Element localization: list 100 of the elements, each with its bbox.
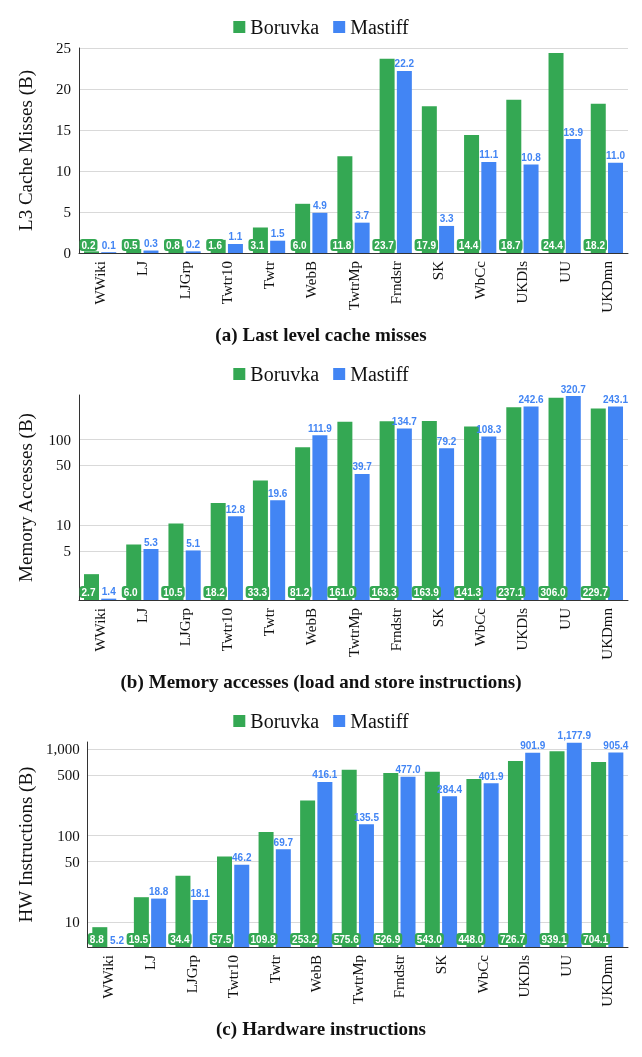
data-label: 11.1: [479, 149, 499, 161]
data-label: 141.3: [456, 586, 482, 598]
data-label: 17.9: [416, 239, 437, 251]
x-tick-label: Twtr10: [225, 955, 242, 999]
y-tick-label: 5: [63, 204, 71, 220]
data-label: 19.6: [267, 487, 288, 499]
data-label: 229.7: [582, 586, 609, 598]
data-label: 3.7: [355, 210, 370, 222]
x-tick-label: Frndstr: [387, 261, 404, 305]
data-label: 306.0: [540, 586, 566, 598]
y-tick-label: 50: [64, 853, 80, 870]
x-tick-label: WWiki: [100, 955, 117, 999]
x-tick-label: UU: [556, 260, 573, 283]
x-tick-label: WbCc: [472, 260, 489, 300]
x-tick-label: SK: [429, 260, 446, 281]
data-label: 5.3: [144, 536, 159, 548]
x-tick-label: WWiki: [92, 608, 109, 652]
x-tick-label: LJGrp: [176, 261, 193, 300]
x-tick-label: UU: [556, 607, 573, 630]
data-label: 39.7: [352, 461, 373, 473]
data-label: 18.2: [585, 239, 606, 251]
x-tick-label: WebB: [303, 261, 320, 299]
data-label: 18.2: [205, 586, 226, 598]
x-tick-label: UKDls: [514, 260, 531, 304]
data-label: 1,177.9: [557, 730, 592, 742]
y-axis-title: L3 Cache Misses (B): [15, 70, 37, 231]
data-label: 81.2: [289, 586, 310, 598]
x-tick-label: WbCc: [474, 954, 491, 994]
data-label: 1.5: [270, 228, 286, 240]
legend-label: Boruvka: [250, 710, 320, 732]
x-tick-label: SK: [432, 954, 449, 975]
data-label: 19.5: [128, 933, 149, 945]
data-label: 18.8: [148, 886, 169, 898]
data-label: 3.3: [439, 213, 454, 225]
data-label: 10.5: [163, 586, 184, 598]
text: (c) Hardware instructions: [216, 1018, 426, 1040]
y-tick-label: 10: [64, 914, 80, 931]
data-label: 1.1: [228, 231, 243, 243]
legend-label: Boruvka: [250, 363, 320, 385]
data-label: 18.7: [501, 239, 521, 251]
data-label: 12.8: [225, 503, 246, 515]
data-label: 939.1: [541, 933, 567, 945]
data-label: 10.8: [521, 151, 542, 163]
x-tick-label: SK: [429, 607, 446, 628]
data-label: 4.9: [312, 200, 328, 212]
data-label: 161.0: [329, 586, 355, 598]
data-label: 14.4: [458, 239, 479, 251]
x-tick-label: LJGrp: [183, 955, 200, 994]
x-tick-label: Twtr10: [218, 608, 235, 652]
y-tick-label: 5: [63, 543, 71, 560]
data-label: 1.4: [101, 586, 117, 598]
data-label: 575.6: [333, 933, 360, 945]
data-label: 5.1: [186, 537, 201, 549]
x-tick-label: WbCc: [472, 607, 489, 647]
data-label: 134.7: [391, 415, 418, 427]
x-tick-label: UKDmn: [598, 607, 615, 660]
x-tick-label: Twtr: [261, 608, 278, 637]
x-tick-label: WebB: [308, 955, 325, 993]
data-label: 109.8: [250, 933, 277, 945]
data-label: 6.0: [123, 586, 139, 598]
data-label: 901.9: [520, 740, 546, 752]
data-label: 18.1: [190, 887, 211, 899]
data-label: 0.2: [81, 239, 96, 251]
legend-label: Mastiff: [350, 710, 410, 732]
x-tick-label: LJ: [134, 260, 151, 276]
x-tick-label: Twtr: [266, 955, 283, 984]
data-label: 243.1: [602, 393, 629, 405]
y-tick-label: 10: [56, 517, 71, 534]
data-label: 416.1: [312, 769, 338, 781]
x-tick-label: WebB: [303, 608, 320, 646]
data-label: 69.7: [273, 836, 294, 848]
x-tick-label: Twtr: [261, 261, 278, 290]
data-label: 477.0: [395, 764, 421, 776]
y-tick-label: 500: [57, 766, 80, 783]
data-label: 543.0: [416, 933, 443, 945]
legend-label: Mastiff: [350, 16, 410, 38]
x-tick-label: LJ: [142, 954, 158, 970]
x-tick-label: UU: [557, 954, 574, 977]
data-label: 46.2: [232, 852, 252, 864]
data-label: 401.9: [478, 770, 505, 782]
data-label: 5.2: [110, 934, 125, 946]
x-tick-label: TwtrMp: [349, 955, 366, 1004]
legend-label: Boruvka: [250, 16, 320, 38]
data-label: 905.4: [603, 740, 629, 752]
y-tick-label: 100: [57, 827, 80, 844]
y-tick-label: 10: [56, 163, 71, 179]
data-label: 320.7: [560, 383, 587, 395]
data-label: 6.0: [292, 239, 308, 251]
data-label: 0.1: [101, 239, 117, 251]
data-label: 726.7: [499, 933, 526, 945]
x-tick-label: Frndstr: [387, 608, 404, 652]
data-label: 0.3: [144, 238, 159, 250]
data-label: 11.0: [606, 150, 626, 162]
x-tick-label: UKDls: [516, 954, 533, 998]
x-tick-label: Frndstr: [391, 955, 408, 999]
data-label: 0.5: [123, 239, 139, 251]
data-label: 237.1: [498, 586, 524, 598]
data-label: 23.7: [374, 239, 395, 251]
data-label: 3.1: [250, 239, 265, 251]
text: (a) Last level cache misses: [215, 324, 427, 346]
